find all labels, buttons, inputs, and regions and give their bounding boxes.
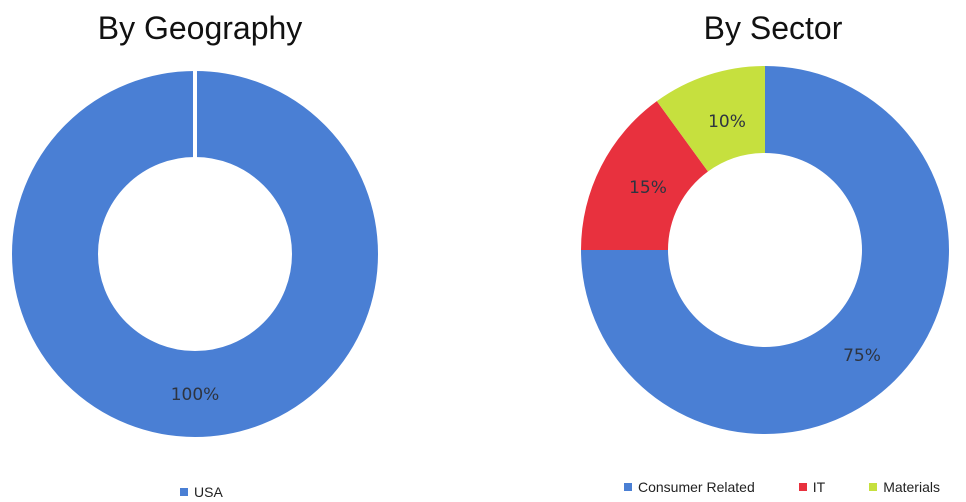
legend-item-materials: Materials	[869, 479, 940, 495]
legend-item-it: IT	[798, 479, 826, 495]
legend-item-it-label: IT	[812, 479, 826, 495]
data-label-1-0: 75%	[843, 346, 881, 366]
legend-item-usa: USA	[180, 484, 223, 500]
legend-geography: USA	[180, 484, 223, 500]
legend-item-usa-swatch	[180, 488, 188, 496]
data-label-1-2: 10%	[708, 112, 746, 132]
legend-item-materials-swatch	[869, 483, 878, 491]
donut-slice-1-0	[581, 66, 949, 434]
legend-item-usa-label: USA	[194, 484, 223, 500]
donut-slice-1-1	[581, 101, 708, 251]
data-label-0-0: 100%	[171, 385, 220, 405]
data-label-1-1: 15%	[629, 178, 667, 198]
chart-title-sector: By Sector	[703, 10, 843, 46]
chart-title-geography: By Geography	[97, 10, 303, 46]
legend-item-consumer-related-label: Consumer Related	[638, 479, 755, 495]
legend-sector: Consumer Related IT Materials	[624, 479, 940, 495]
legend-item-consumer-related-swatch	[624, 483, 632, 491]
legend-item-it-swatch	[798, 483, 807, 491]
legend-item-consumer-related: Consumer Related	[624, 479, 755, 495]
donut-slice-1-2	[656, 66, 765, 172]
legend-item-materials-label: Materials	[883, 479, 940, 495]
